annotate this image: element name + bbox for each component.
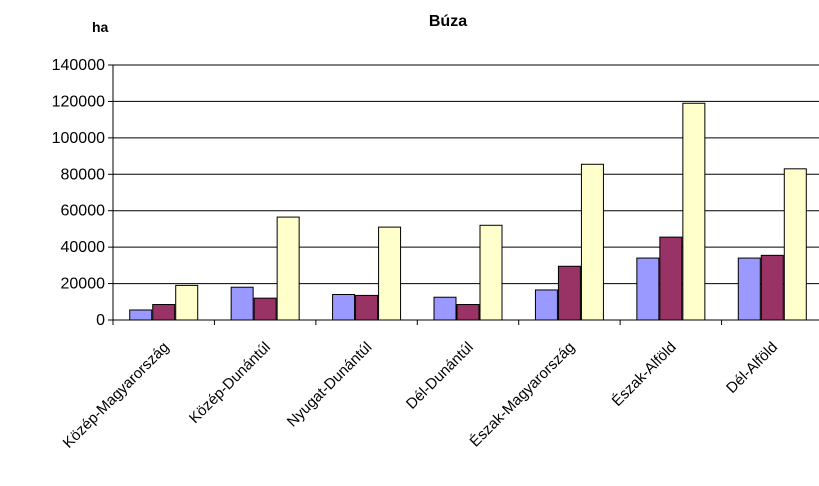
y-tick-label: 100000 — [52, 130, 105, 147]
bar — [479, 224, 503, 321]
grid-layer — [113, 64, 819, 285]
bar — [253, 297, 277, 321]
bar — [433, 296, 457, 321]
bar — [760, 254, 784, 321]
bar — [783, 168, 807, 321]
y-tick-label: 80000 — [61, 166, 106, 183]
axes — [112, 65, 819, 325]
bar — [682, 102, 706, 321]
y-tick-label: 20000 — [61, 276, 106, 293]
y-unit-label: ha — [92, 19, 109, 35]
bar — [580, 163, 604, 321]
bar — [152, 304, 176, 321]
bar — [129, 309, 153, 321]
bar — [737, 257, 761, 321]
bar — [230, 286, 254, 321]
x-tick-label: Dél-Dunántúl — [403, 339, 477, 413]
bar — [378, 226, 402, 321]
y-tick-label: 60000 — [61, 203, 106, 220]
bars — [129, 102, 807, 321]
y-tick-label: 40000 — [61, 239, 106, 256]
x-tick-label: Észak-Magyarország — [467, 339, 579, 451]
bar — [534, 289, 558, 321]
y-tick-label: 0 — [96, 312, 105, 329]
bar — [557, 265, 581, 321]
bar — [456, 304, 480, 321]
y-tick-label: 120000 — [52, 93, 105, 110]
x-tick-label: Közép-Dunántúl — [186, 339, 274, 427]
y-tick-label: 140000 — [52, 57, 105, 74]
x-tick-label: Közép-Magyarország — [60, 339, 173, 452]
x-tick-label: Nyugat-Dunántúl — [284, 339, 376, 431]
x-tick-label: Észak-Alföld — [609, 339, 680, 410]
bar — [276, 216, 300, 321]
x-tick-label: Dél-Alföld — [723, 339, 781, 397]
bar — [636, 257, 660, 321]
bar — [659, 236, 683, 321]
bar — [355, 294, 379, 321]
y-axis-tick-labels: 0 20000 40000 60000 80000 100000 120000 140000 — [52, 57, 113, 329]
bar — [175, 284, 199, 321]
bar — [332, 294, 356, 321]
chart-title: Búza — [429, 13, 467, 30]
x-axis-tick-labels: Közép-Magyarország Közép-Dunántúl Nyugat-D… — [60, 339, 781, 452]
